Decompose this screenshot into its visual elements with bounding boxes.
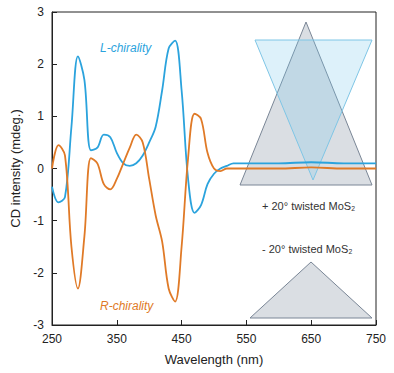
svg-text:350: 350 <box>107 332 127 346</box>
svg-text:-3: -3 <box>33 318 44 332</box>
svg-text:250: 250 <box>42 332 62 346</box>
svg-text:750: 750 <box>366 332 386 346</box>
svg-text:R-chirality: R-chirality <box>100 299 154 313</box>
svg-text:550: 550 <box>236 332 256 346</box>
svg-text:0: 0 <box>37 162 44 176</box>
svg-text:1: 1 <box>37 109 44 123</box>
svg-text:Wavelength (nm): Wavelength (nm) <box>165 352 264 367</box>
svg-text:L-chirality: L-chirality <box>100 41 152 55</box>
svg-text:CD intensity (mdeg.): CD intensity (mdeg.) <box>8 109 23 227</box>
svg-text:650: 650 <box>301 332 321 346</box>
svg-text:-2: -2 <box>33 266 44 280</box>
svg-text:-1: -1 <box>33 214 44 228</box>
svg-text:2: 2 <box>37 57 44 71</box>
svg-text:+ 20° twisted MoS₂: + 20° twisted MoS₂ <box>262 200 355 212</box>
svg-text:- 20° twisted MoS₂: - 20° twisted MoS₂ <box>262 243 353 255</box>
svg-text:3: 3 <box>37 5 44 19</box>
svg-text:450: 450 <box>172 332 192 346</box>
